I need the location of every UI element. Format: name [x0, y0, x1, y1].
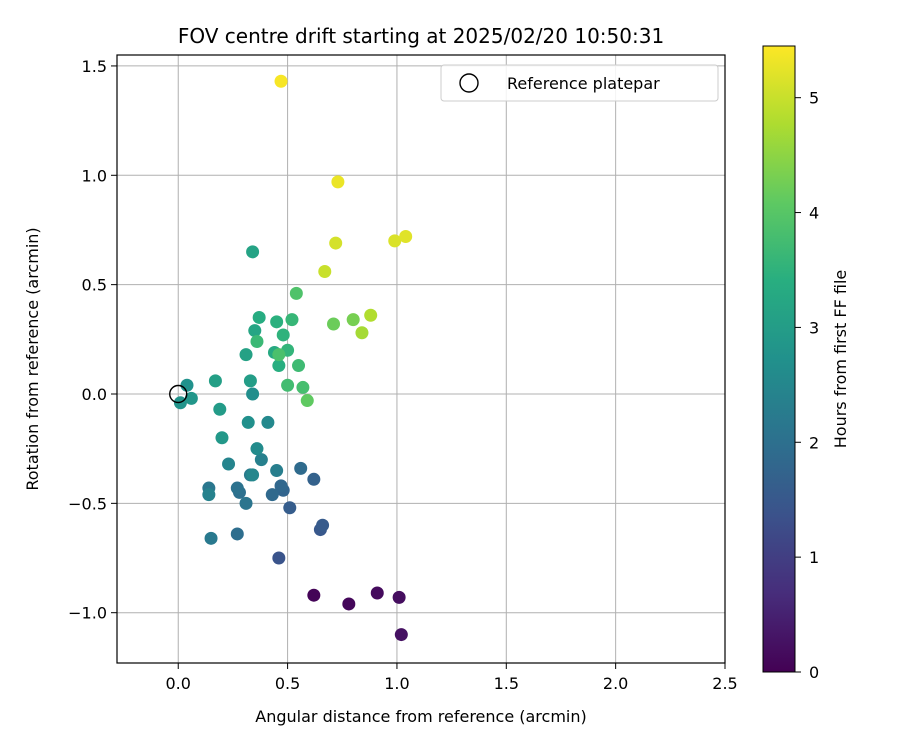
scatter-point-1	[342, 597, 356, 611]
scatter-point-2	[370, 586, 384, 600]
x-axis-ticks: 0.0 0.5 1.0 1.5 2.0 2.5	[166, 663, 738, 693]
scatter-point-27	[250, 442, 264, 456]
scatter-point-53	[300, 394, 314, 408]
scatter-point-7	[316, 518, 330, 532]
scatter-point-25	[246, 468, 260, 482]
scatter-point-55	[346, 313, 360, 327]
scatter-point-47	[250, 335, 264, 349]
scatter-point-34	[213, 402, 227, 416]
y-tick-label-5: 1.5	[82, 57, 107, 76]
colorbar-tick-label-3: 3	[809, 318, 819, 337]
x-tick-label-2: 1.0	[384, 674, 409, 693]
legend-box	[440, 64, 719, 102]
plot-frame	[116, 54, 726, 664]
colorbar-tick-label-0: 0	[809, 663, 819, 682]
reference-platepar-marker	[169, 384, 188, 404]
scatter-point-56	[355, 326, 369, 340]
x-tick-label-3: 1.5	[494, 674, 519, 693]
y-tick-label-2: 0.0	[82, 385, 107, 404]
scatter-point-51	[272, 348, 286, 362]
x-tick-label-4: 2.0	[603, 674, 628, 693]
scatter-point-43	[270, 315, 284, 329]
colorbar-ticks: 0 1 2 3 4 5	[795, 89, 819, 682]
scatter-point-17	[239, 496, 253, 510]
scatter-point-21	[270, 464, 284, 478]
colorbar-tick-label-5: 5	[809, 89, 819, 108]
scatter-point-46	[285, 313, 299, 327]
scatter-point-4	[394, 628, 408, 642]
scatter-point-41	[252, 310, 266, 324]
scatter-point-12	[265, 488, 279, 502]
scatter-point-26	[261, 415, 275, 429]
colorbar-label: Hours from first FF file	[831, 270, 850, 449]
x-tick-label-0: 0.0	[166, 674, 191, 693]
scatter-point-37	[239, 348, 253, 362]
scatter-point-14	[230, 527, 244, 541]
scatter-point-59	[329, 236, 343, 250]
scatter-point-48	[292, 359, 306, 373]
scatter-point-52	[289, 286, 303, 300]
scatter-point-62	[331, 175, 345, 189]
legend-entry-label: Reference platepar	[507, 74, 660, 93]
x-tick-label-5: 2.5	[712, 674, 737, 693]
colorbar-tick-label-1: 1	[809, 548, 819, 567]
scatter-point-38	[246, 245, 260, 259]
grid-lines	[117, 55, 726, 663]
scatter-point-54	[327, 317, 341, 331]
scatter-point-9	[307, 472, 321, 486]
scatter-point-3	[392, 590, 406, 604]
scatter-point-11	[274, 479, 288, 493]
scatter-point-23	[202, 488, 216, 502]
scatter-point-32	[184, 391, 198, 405]
scatter-point-60	[388, 234, 402, 248]
scatter-point-24	[222, 457, 236, 471]
scatter-point-63	[274, 74, 288, 88]
scatter-point-8	[283, 501, 297, 515]
scatter-point-49	[281, 378, 295, 392]
scatter-point-13	[294, 461, 308, 475]
x-axis-label: Angular distance from reference (arcmin)	[255, 707, 586, 726]
scatter-point-50	[296, 380, 310, 394]
scatter-point-29	[241, 415, 255, 429]
y-axis-label: Rotation from reference (arcmin)	[23, 227, 42, 490]
scatter-point-42	[272, 359, 286, 373]
legend-open-circle-marker	[459, 73, 479, 93]
colorbar-tick-label-2: 2	[809, 433, 819, 452]
y-axis-ticks: −1.0 −0.5 0.0 0.5 1.0 1.5	[68, 57, 117, 623]
scatter-point-16	[230, 481, 244, 495]
colorbar	[762, 45, 796, 673]
colorbar-tick-label-4: 4	[809, 204, 819, 223]
scatter-point-0	[307, 588, 321, 602]
scatter-point-61	[399, 230, 413, 244]
scatter-point-36	[208, 374, 222, 388]
scatter-point-33	[215, 431, 229, 445]
scatter-point-28	[246, 387, 260, 401]
chart-title: FOV centre drift starting at 2025/02/20 …	[178, 24, 664, 48]
scatter-point-5	[272, 551, 286, 565]
scatter-point-19	[204, 531, 218, 545]
legend: Reference platepar	[440, 64, 719, 102]
scatter-point-22	[254, 453, 268, 467]
scatter-point-35	[243, 374, 257, 388]
y-tick-label-3: 0.5	[82, 276, 107, 295]
scatter-point-30	[180, 378, 194, 392]
scatter-point-57	[364, 308, 378, 322]
y-tick-label-4: 1.0	[82, 166, 107, 185]
x-tick-label-1: 0.5	[275, 674, 300, 693]
scatter-point-39	[248, 324, 262, 338]
scatter-point-44	[276, 328, 290, 342]
scatter-point-58	[318, 265, 332, 279]
y-tick-label-0: −1.0	[68, 604, 107, 623]
y-tick-label-1: −0.5	[68, 494, 107, 513]
scatter-points	[173, 74, 413, 642]
